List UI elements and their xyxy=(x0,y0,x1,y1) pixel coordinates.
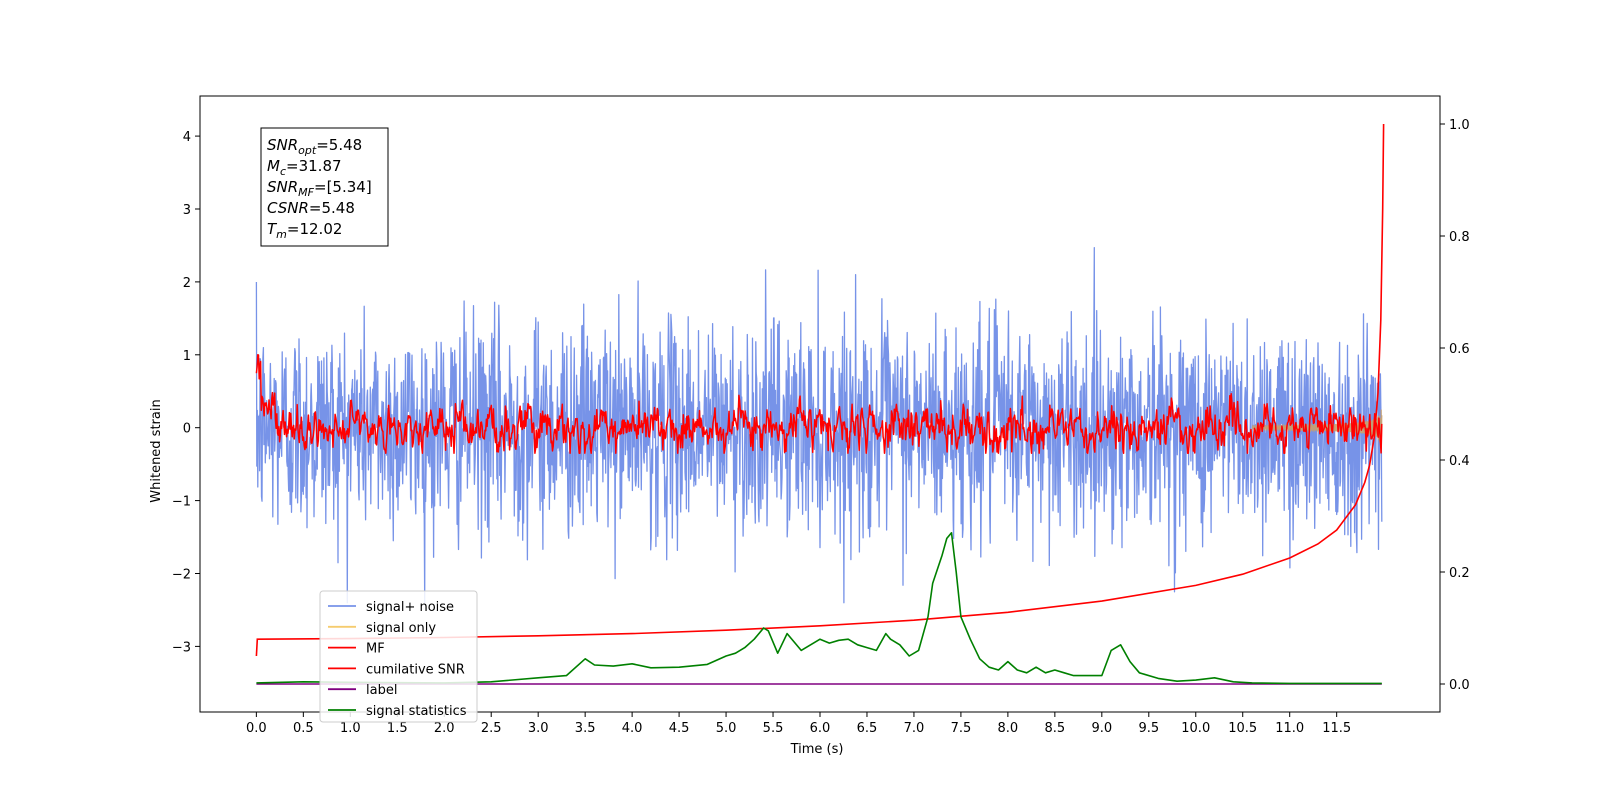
x-tick-label: 4.0 xyxy=(622,721,643,736)
y-tick-label: 1 xyxy=(183,349,191,364)
y2-tick-label: 1.0 xyxy=(1449,118,1470,133)
x-tick-label: 8.5 xyxy=(1045,721,1066,736)
x-tick-label: 5.0 xyxy=(716,721,737,736)
y2-axis-ticks: 0.0 0.2 0.4 0.6 0.8 1.0 xyxy=(1440,118,1470,693)
y2-tick-label: 0.4 xyxy=(1449,454,1470,469)
x-tick-label: 3.0 xyxy=(528,721,549,736)
legend-frame xyxy=(319,590,478,723)
x-tick-label: 11.0 xyxy=(1275,721,1304,736)
info-line: Tm=12.02 xyxy=(267,220,342,241)
y-axis-ticks: −3 −2 −1 0 1 2 3 4 xyxy=(172,130,200,655)
x-tick-label: 6.5 xyxy=(857,721,878,736)
y2-tick-label: 0.2 xyxy=(1449,566,1470,581)
x-tick-label: 1.5 xyxy=(387,721,408,736)
y2-tick-label: 0.6 xyxy=(1449,342,1470,357)
mf-series xyxy=(255,354,1383,454)
x-tick-label: 10.0 xyxy=(1181,721,1210,736)
info-line: SNRMF=[5.34] xyxy=(267,178,372,199)
legend-label: cumilative SNR xyxy=(366,662,465,677)
x-tick-label: 7.5 xyxy=(951,721,972,736)
cumulative-snr-line xyxy=(255,123,1385,657)
signal-noise-series xyxy=(255,247,1383,604)
cumulative-snr-series xyxy=(255,123,1385,657)
legend-label: MF xyxy=(366,642,385,657)
info-line: CSNR=5.48 xyxy=(267,199,355,217)
legend: signal+ noise signal only MF cumilative SNR… xyxy=(319,590,478,723)
y2-tick-label: 0.8 xyxy=(1449,230,1470,245)
x-axis-ticks: 0.0 0.5 1.0 1.5 2.0 2.5 3.0 3.5 4.0 4.5 5.0 5.5 6.0 6… xyxy=(246,712,1351,736)
legend-label: signal+ noise xyxy=(366,600,454,615)
x-tick-label: 11.5 xyxy=(1322,721,1351,736)
y-axis-label: Whitened strain xyxy=(149,399,164,502)
x-tick-label: 2.5 xyxy=(481,721,502,736)
y-tick-label: −1 xyxy=(172,495,191,510)
info-line: SNRopt=5.48 xyxy=(267,136,362,157)
signal-noise-line xyxy=(255,247,1383,604)
legend-label: signal statistics xyxy=(366,704,467,719)
y-tick-label: 2 xyxy=(183,276,191,291)
x-tick-label: 4.5 xyxy=(669,721,690,736)
info-box-frame xyxy=(260,127,389,247)
legend-label: signal only xyxy=(366,621,436,636)
mf-line xyxy=(255,354,1383,454)
x-tick-label: 0.0 xyxy=(246,721,267,736)
plot-area xyxy=(255,123,1385,685)
x-tick-label: 0.5 xyxy=(293,721,314,736)
y-tick-label: −3 xyxy=(172,640,191,655)
signal-statistics-line xyxy=(256,532,1382,685)
x-tick-label: 8.0 xyxy=(998,721,1019,736)
y-tick-label: −2 xyxy=(172,567,191,582)
x-tick-label: 7.0 xyxy=(904,721,925,736)
x-tick-label: 6.0 xyxy=(810,721,831,736)
x-tick-label: 5.5 xyxy=(763,721,784,736)
x-axis-label: Time (s) xyxy=(790,742,844,757)
y-tick-label: 3 xyxy=(183,203,191,218)
x-tick-label: 9.0 xyxy=(1091,721,1112,736)
signal-statistics-series xyxy=(256,532,1382,685)
y-tick-label: 0 xyxy=(183,422,191,437)
y2-tick-label: 0.0 xyxy=(1449,678,1470,693)
x-tick-label: 9.5 xyxy=(1138,721,1159,736)
legend-label: label xyxy=(366,683,397,698)
x-tick-label: 10.5 xyxy=(1228,721,1257,736)
x-tick-label: 1.0 xyxy=(340,721,361,736)
y-tick-label: 4 xyxy=(183,130,191,145)
x-tick-label: 2.0 xyxy=(434,721,455,736)
info-line: Mc=31.87 xyxy=(267,157,342,178)
info-box: SNRopt=5.48Mc=31.87SNRMF=[5.34]CSNR=5.48… xyxy=(260,127,389,247)
x-tick-label: 3.5 xyxy=(575,721,596,736)
